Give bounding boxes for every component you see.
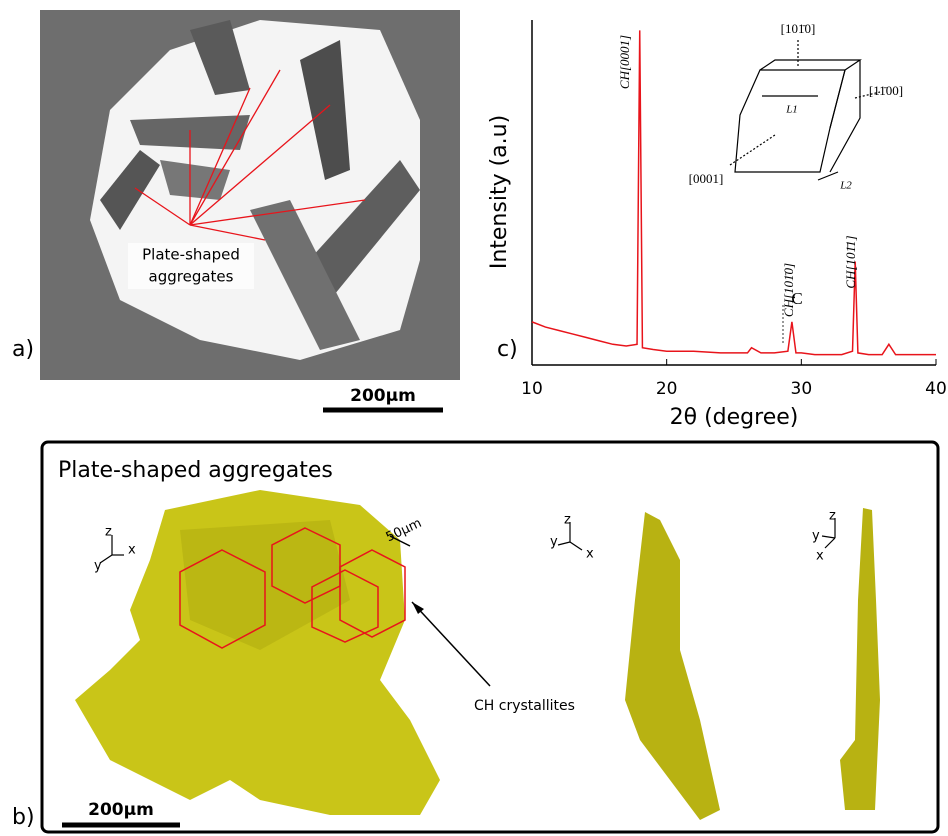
- inset-label: [11̄00]: [869, 83, 903, 98]
- x-tick-label: 10: [521, 379, 543, 399]
- panel-label: b): [12, 805, 35, 830]
- annotation: C: [791, 289, 802, 308]
- x-axis-label: 2θ (degree): [670, 405, 799, 430]
- axis-label: z: [105, 525, 112, 540]
- scale-label: 200µm: [88, 800, 154, 820]
- inset-label: L2: [839, 180, 852, 192]
- panel-title: Plate-shaped aggregates: [58, 458, 333, 483]
- line: [532, 30, 936, 354]
- inset-label: [0001]: [689, 171, 724, 186]
- panel-label: c): [497, 337, 518, 362]
- inset-label: [101̄0]: [781, 21, 816, 36]
- annotation: CH[0001]: [617, 35, 632, 89]
- inset-label: L1: [785, 104, 798, 116]
- panel-label: a): [12, 337, 34, 362]
- axis-label: x: [816, 549, 824, 564]
- micrograph: [40, 10, 460, 380]
- crystal-inset: [730, 40, 880, 180]
- annotation: aggregates: [149, 268, 234, 286]
- figure: Plate-shaped aggregates a) 200µm Plate-s…: [0, 0, 948, 836]
- scale-label: 200µm: [350, 386, 416, 406]
- axis-label: y: [550, 535, 558, 550]
- x-tick-label: 30: [791, 379, 813, 399]
- axis-label: x: [586, 547, 594, 562]
- axis-label: z: [564, 513, 571, 528]
- y-axis-label: Intensity (a.u): [487, 115, 512, 269]
- axis-label: z: [829, 509, 836, 524]
- x-tick-label: 20: [656, 379, 678, 399]
- axis-label: y: [94, 559, 102, 574]
- axis-label: x: [128, 543, 136, 558]
- size-label: 50µm: [384, 516, 424, 545]
- render: [75, 490, 880, 820]
- annotation: CH[101̄1]: [843, 235, 858, 288]
- page: { "panel_a": {"label": "a)", "annotation…: [0, 0, 948, 836]
- annotation: Plate-shaped: [142, 246, 240, 264]
- axis-label: y: [812, 529, 820, 544]
- x-tick-label: 40: [925, 379, 947, 399]
- annotation: CH crystallites: [474, 698, 575, 714]
